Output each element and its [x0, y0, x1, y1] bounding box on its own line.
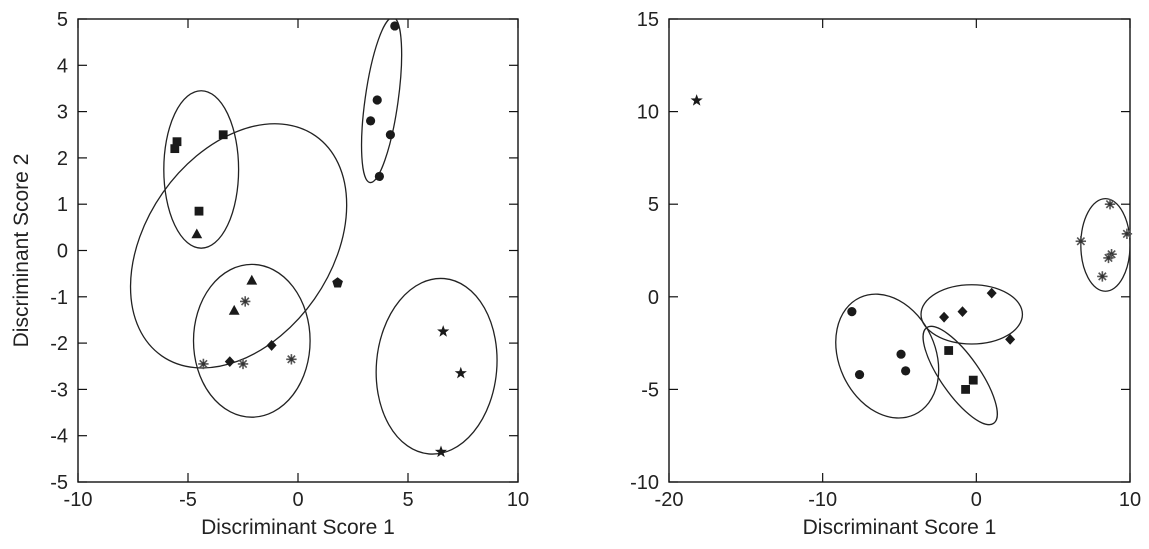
data-point-square: [961, 385, 970, 394]
x-tick-label: -10: [808, 489, 837, 511]
data-point-diamond: [1005, 333, 1016, 345]
x-tick-label: 5: [402, 489, 413, 511]
y-tick-label: 15: [637, 9, 659, 31]
data-point-square: [968, 375, 978, 385]
x-tick-label: 10: [1119, 489, 1141, 511]
y-tick-label: 10: [637, 102, 659, 124]
y-tick-label: -2: [50, 333, 68, 355]
group-ellipse-4: [192, 263, 311, 418]
data-point-circle: [374, 171, 384, 182]
data-point-square: [172, 137, 182, 147]
y-tick-label: -1: [50, 287, 68, 309]
group-ellipse-3: [920, 284, 1024, 345]
y-tick-label: -10: [630, 472, 659, 494]
data-point-circle: [896, 349, 906, 359]
plot-frame: [668, 18, 1131, 483]
data-point-star: [454, 366, 467, 379]
data-point-circle: [847, 307, 857, 317]
data-point-triangle: [191, 228, 203, 239]
group-ellipse-3: [129, 123, 348, 369]
data-point-diamond: [957, 306, 968, 318]
y-axis-title: Discriminant Score 2: [10, 154, 33, 348]
x-axis-title: Discriminant Score 1: [803, 516, 997, 539]
data-point-triangle: [246, 274, 258, 285]
data-point-star: [690, 94, 703, 106]
x-tick-label: 0: [292, 489, 303, 511]
y-tick-label: -3: [50, 379, 68, 401]
y-tick-label: -4: [50, 426, 68, 448]
y-tick-label: 1: [57, 194, 68, 216]
group-ellipses: [129, 19, 498, 455]
y-tick-label: 0: [648, 287, 659, 309]
data-point-diamond: [939, 311, 950, 323]
data-point-diamond: [986, 287, 997, 299]
data-point-square: [170, 144, 180, 154]
y-tick-label: -5: [641, 379, 659, 401]
data-point-asterisk: [1097, 271, 1108, 282]
group-ellipse-2: [835, 293, 940, 419]
data-point-square: [944, 346, 954, 355]
x-axis-title: Discriminant Score 1: [201, 516, 395, 539]
x-tick-label: 10: [507, 489, 529, 511]
data-point-diamond: [224, 356, 235, 368]
data-point-circle: [366, 116, 376, 126]
data-point-asterisk: [1121, 228, 1133, 240]
plot-frame: [77, 18, 519, 483]
x-tick-label: -10: [64, 489, 93, 511]
data-point-asterisk: [1103, 252, 1114, 264]
data-points: [170, 21, 467, 458]
group-ellipses: [835, 198, 1130, 426]
data-points: [690, 94, 1133, 394]
data-point-diamond: [266, 340, 277, 351]
x-tick-label: 0: [971, 489, 982, 511]
data-point-star: [437, 325, 450, 337]
data-point-circle: [390, 21, 400, 31]
group-ellipse-2: [163, 90, 240, 249]
data-point-asterisk: [198, 358, 209, 370]
data-point-pentagon: [332, 277, 343, 288]
data-point-asterisk: [240, 296, 251, 307]
x-tick-label: -20: [655, 489, 684, 511]
group-ellipse-1: [360, 19, 403, 184]
data-point-triangle: [228, 304, 240, 315]
y-tick-label: 5: [648, 194, 659, 216]
group-ellipse-4: [922, 325, 998, 426]
y-tick-label: 5: [57, 9, 68, 31]
data-point-square: [218, 130, 228, 140]
y-tick-label: 3: [57, 102, 68, 124]
data-point-square: [194, 206, 204, 216]
data-point-asterisk: [237, 358, 249, 370]
data-point-asterisk: [1104, 199, 1116, 210]
data-point-asterisk: [1075, 236, 1087, 247]
data-point-circle: [901, 366, 911, 376]
data-point-circle: [372, 95, 382, 105]
data-point-circle: [854, 369, 865, 380]
data-point-asterisk: [286, 354, 297, 365]
x-tick-label: -5: [179, 489, 197, 511]
y-tick-label: 0: [57, 241, 68, 263]
data-point-star: [434, 445, 448, 458]
group-ellipse-1: [1080, 198, 1130, 292]
data-point-circle: [385, 130, 395, 140]
y-tick-label: 4: [57, 55, 68, 77]
y-tick-label: 2: [57, 148, 68, 170]
y-tick-label: -5: [50, 472, 68, 494]
group-ellipse-5: [375, 277, 498, 455]
